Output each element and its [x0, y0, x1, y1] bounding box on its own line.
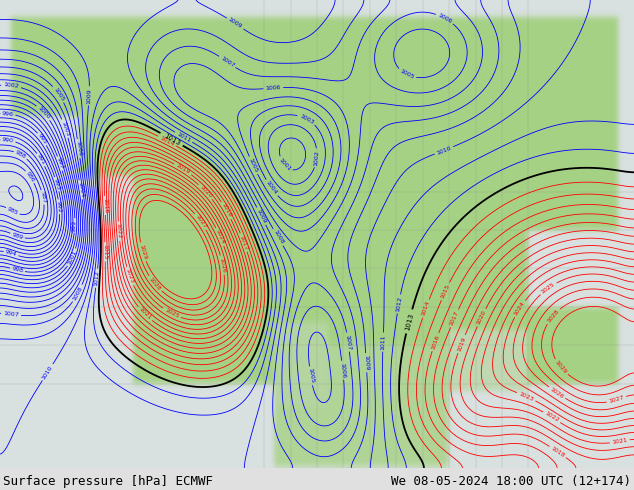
Text: 1024: 1024: [214, 228, 226, 245]
Text: 1005: 1005: [53, 86, 65, 102]
Text: 1022: 1022: [544, 411, 560, 423]
Text: 1004: 1004: [265, 180, 278, 196]
Text: 1019: 1019: [175, 163, 191, 175]
Text: 1024: 1024: [514, 301, 526, 317]
Text: 985: 985: [6, 206, 19, 216]
Text: 1005: 1005: [248, 157, 259, 173]
Text: 1017: 1017: [449, 310, 460, 326]
Text: 1004: 1004: [77, 182, 84, 198]
Text: 1002: 1002: [313, 150, 320, 166]
Text: 1025: 1025: [164, 308, 179, 319]
Text: 1003: 1003: [60, 121, 70, 137]
Text: 1029: 1029: [554, 360, 568, 375]
Text: 1021: 1021: [138, 307, 152, 321]
Text: 1014: 1014: [421, 300, 431, 317]
Text: 1006: 1006: [75, 141, 82, 156]
Text: 1013: 1013: [404, 312, 414, 331]
Text: 1013: 1013: [162, 132, 181, 147]
Text: 1005: 1005: [307, 368, 314, 384]
Text: 1029: 1029: [138, 244, 147, 260]
Text: 988: 988: [15, 149, 27, 160]
Text: 991: 991: [36, 153, 46, 166]
Text: Surface pressure [hPa] ECMWF: Surface pressure [hPa] ECMWF: [3, 474, 213, 488]
Text: 997: 997: [56, 157, 64, 170]
Text: 1008: 1008: [72, 285, 84, 301]
Text: 990: 990: [2, 137, 14, 144]
Text: 1018: 1018: [221, 202, 232, 219]
Text: 1028: 1028: [546, 308, 560, 323]
Text: 1017: 1017: [239, 234, 249, 250]
Text: 1014: 1014: [159, 135, 175, 147]
Text: 1009: 1009: [363, 355, 369, 370]
Text: 1007: 1007: [219, 55, 235, 68]
Text: 1019: 1019: [456, 336, 467, 352]
Text: 999: 999: [72, 220, 77, 232]
Text: 1010: 1010: [436, 145, 452, 155]
Text: 1005: 1005: [399, 69, 415, 80]
Text: 1015: 1015: [103, 244, 108, 260]
Text: 1023: 1023: [518, 391, 534, 402]
Text: 1011: 1011: [176, 131, 191, 143]
Text: 1022: 1022: [116, 223, 122, 239]
Text: 1020: 1020: [476, 310, 487, 326]
Text: 1006: 1006: [266, 85, 281, 91]
Text: 1028: 1028: [148, 276, 162, 292]
Text: 1015: 1015: [440, 283, 451, 299]
Text: 995: 995: [37, 133, 48, 146]
Text: 1012: 1012: [395, 296, 403, 312]
Text: 1020: 1020: [198, 184, 213, 199]
Text: 1027: 1027: [608, 395, 624, 404]
Text: 1011: 1011: [380, 334, 386, 350]
Text: 1025: 1025: [540, 282, 556, 295]
Text: We 08-05-2024 18:00 UTC (12+174): We 08-05-2024 18:00 UTC (12+174): [391, 474, 631, 488]
Text: 1006: 1006: [339, 362, 346, 378]
Text: 1023: 1023: [125, 268, 134, 285]
Text: 1000: 1000: [37, 105, 51, 120]
Text: 1026: 1026: [549, 386, 565, 399]
Text: 1007: 1007: [3, 311, 19, 318]
Text: 1016: 1016: [102, 197, 108, 213]
Text: 1009: 1009: [86, 88, 92, 104]
Text: 1006: 1006: [437, 12, 453, 24]
Text: 992: 992: [56, 200, 62, 213]
Text: 1009: 1009: [256, 208, 267, 224]
Text: 986: 986: [25, 171, 36, 183]
Text: 994: 994: [4, 249, 18, 257]
Text: 987: 987: [39, 191, 46, 204]
Text: 993: 993: [53, 178, 61, 191]
Text: 1010: 1010: [41, 365, 54, 380]
Text: 998: 998: [11, 266, 24, 274]
Text: 996: 996: [2, 111, 14, 117]
Text: 1003: 1003: [299, 113, 314, 125]
Text: 1018: 1018: [550, 445, 566, 458]
Text: 1009: 1009: [227, 17, 243, 30]
Text: 1007: 1007: [345, 334, 352, 350]
Text: 1001: 1001: [67, 249, 78, 266]
Text: 1026: 1026: [219, 257, 227, 273]
Text: 989: 989: [11, 232, 24, 240]
Text: 1016: 1016: [430, 334, 441, 350]
Text: 1021: 1021: [612, 438, 628, 445]
Text: 1008: 1008: [272, 229, 284, 245]
Text: 1012: 1012: [93, 270, 100, 286]
Text: 1002: 1002: [3, 82, 19, 89]
Text: 1027: 1027: [194, 214, 207, 230]
Text: 1001: 1001: [277, 157, 292, 172]
